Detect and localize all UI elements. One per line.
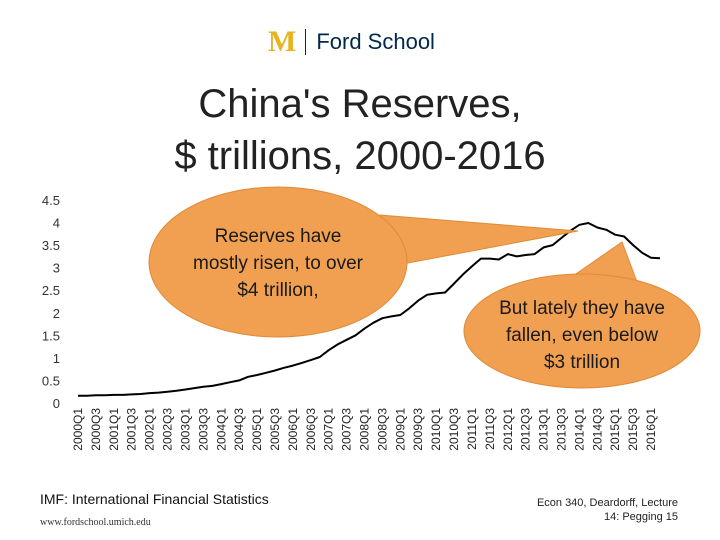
source-note: IMF: International Financial Statistics	[40, 491, 269, 507]
callout-left-bubble	[148, 186, 408, 338]
x-tick-label: 2005Q3	[268, 408, 282, 451]
x-tick-label: 2002Q1	[143, 408, 157, 451]
michigan-m-logo: M	[268, 25, 296, 58]
website-url: www.fordschool.umich.edu	[40, 517, 151, 528]
callout-left-line: $4 trillion,	[237, 280, 318, 301]
title-line-1: China's Reserves,	[198, 82, 522, 126]
x-tick-label: 2006Q1	[286, 408, 300, 451]
x-tick-label: 2003Q3	[196, 408, 210, 451]
x-tick-label: 2001Q1	[107, 408, 121, 451]
callout-left-line: mostly risen, to over	[193, 253, 364, 274]
x-tick-label: 2001Q3	[125, 408, 139, 451]
x-tick-label: 2007Q1	[322, 408, 336, 451]
x-tick-label: 2000Q3	[89, 408, 103, 451]
footer-line-1: Econ 340, Deardorff, Lecture	[536, 497, 678, 509]
footer-lecture-topic: 14: Pegging	[603, 511, 663, 523]
x-tick-label: 2010Q1	[429, 408, 443, 451]
callout-right-line: fallen, even below	[506, 325, 658, 346]
y-tick-label: 4.5	[42, 193, 60, 208]
x-tick-label: 2007Q3	[340, 408, 354, 451]
ford-school-logo: M Ford School	[268, 26, 435, 58]
y-tick-label: 1	[53, 351, 60, 366]
y-tick-label: 0.5	[42, 373, 60, 388]
x-tick-label: 2011Q3	[483, 408, 497, 450]
x-tick-label: 2008Q3	[375, 408, 389, 451]
slide-footer: Econ 340, Deardorff, Lecture 14: Pegging…	[520, 496, 678, 524]
x-tick-label: 2010Q3	[447, 408, 461, 451]
x-tick-label: 2015Q3	[626, 408, 640, 451]
x-tick-label: 2005Q1	[250, 408, 264, 451]
x-tick-label: 2011Q1	[465, 408, 479, 450]
slide-title: China's Reserves, $ trillions, 2000-2016	[100, 78, 620, 182]
x-tick-label: 2008Q1	[358, 408, 372, 451]
y-tick-label: 2.5	[42, 283, 60, 298]
x-tick-label: 2013Q3	[555, 408, 569, 451]
x-tick-label: 2006Q3	[304, 408, 318, 451]
x-tick-label: 2003Q1	[178, 408, 192, 451]
x-tick-label: 2004Q3	[232, 408, 246, 451]
footer-line-2: 14: Pegging 15	[520, 510, 678, 524]
x-tick-label: 2013Q1	[537, 408, 551, 451]
callout-left-text: Reserves have mostly risen, to over $4 tri…	[193, 226, 364, 301]
x-tick-label: 2012Q3	[519, 408, 533, 451]
y-tick-label: 2	[53, 306, 60, 321]
y-tick-label: 3.5	[42, 238, 60, 253]
page-number: 15	[665, 511, 678, 523]
x-tick-label: 2016Q1	[644, 408, 658, 451]
x-tick-label: 2012Q1	[501, 408, 515, 451]
x-tick-label: 2014Q3	[590, 408, 604, 451]
callout-right-line: $3 trillion	[544, 352, 620, 373]
callout-right-text: But lately they have fallen, even below $3…	[499, 298, 665, 373]
logo-text: Ford School	[316, 29, 435, 54]
x-tick-label: 2000Q1	[71, 408, 85, 451]
y-tick-label: 4	[53, 216, 60, 231]
callout-right-bubble	[463, 273, 701, 389]
callout-left-line: Reserves have	[215, 226, 342, 247]
callout-right-line: But lately they have	[499, 298, 665, 319]
series-line	[78, 222, 661, 397]
y-tick-label: 3	[53, 261, 60, 276]
title-line-2: $ trillions, 2000-2016	[174, 134, 546, 178]
x-tick-label: 2014Q1	[572, 408, 586, 451]
x-tick-label: 2004Q1	[214, 408, 228, 451]
x-tick-label: 2002Q3	[161, 408, 175, 451]
y-tick-label: 0	[53, 396, 60, 411]
y-tick-label: 1.5	[42, 328, 60, 343]
x-tick-label: 2009Q1	[393, 408, 407, 451]
logo-divider	[305, 29, 307, 55]
x-tick-label: 2009Q3	[411, 408, 425, 451]
x-tick-label: 2015Q1	[608, 408, 622, 451]
